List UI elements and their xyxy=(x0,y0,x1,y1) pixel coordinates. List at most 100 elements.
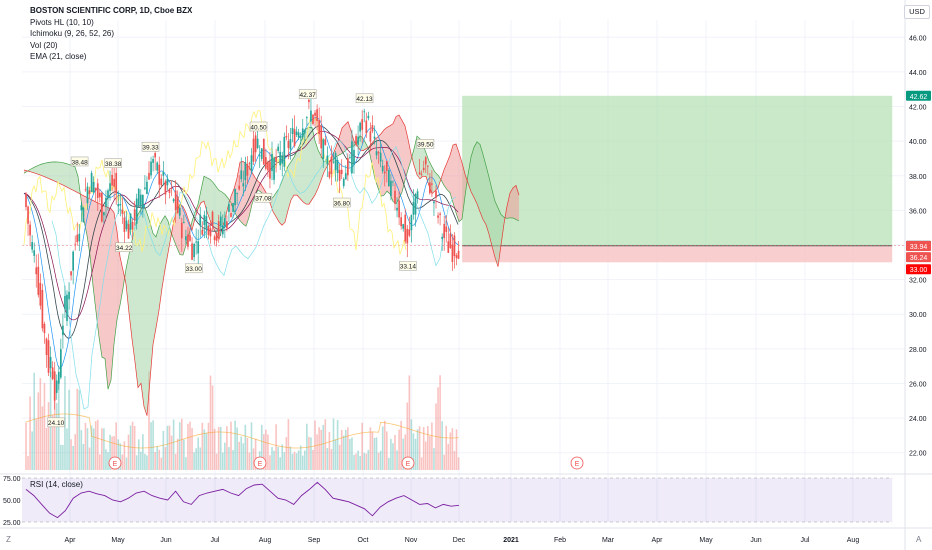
candle-body xyxy=(287,140,290,149)
cloud-segment xyxy=(249,167,252,218)
pivot-label: 42.37 xyxy=(300,92,317,99)
volume-bar xyxy=(326,448,329,470)
volume-bar xyxy=(449,432,452,470)
candle-body xyxy=(197,241,200,254)
volume-bar xyxy=(215,453,218,470)
candle-body xyxy=(224,218,226,227)
volume-bar xyxy=(224,442,226,470)
cloud-segment xyxy=(483,154,486,225)
volume-bar xyxy=(269,455,271,470)
price-tag-box xyxy=(906,90,931,101)
volume-bar xyxy=(125,457,128,470)
candle-body xyxy=(385,161,388,171)
candle-body xyxy=(373,136,376,139)
candle-body xyxy=(80,205,83,211)
cloud-segment xyxy=(315,140,318,196)
candle-body xyxy=(226,221,228,229)
cloud-segment xyxy=(453,144,456,213)
volume-bar xyxy=(226,426,228,470)
cloud-segment xyxy=(456,144,459,222)
cloud-segment xyxy=(66,163,69,189)
candle-body xyxy=(117,204,120,207)
candle-body xyxy=(367,115,370,119)
candle-body xyxy=(291,127,294,135)
candle-body xyxy=(221,225,224,235)
rsi-band xyxy=(22,478,893,522)
candle-body xyxy=(275,156,277,162)
volume-bar xyxy=(76,388,79,470)
cloud-segment xyxy=(288,161,291,211)
volume-bar xyxy=(398,429,400,470)
pivot-label: 38.38 xyxy=(105,161,122,168)
candle-body xyxy=(37,266,40,295)
cloud-segment xyxy=(87,197,90,256)
cloud-segment xyxy=(120,256,123,306)
candle-body xyxy=(308,99,310,103)
volume-bar xyxy=(62,444,64,470)
cloud-segment xyxy=(396,114,399,204)
volume-bar xyxy=(176,438,179,470)
volume-bar xyxy=(211,385,214,470)
candle-body xyxy=(316,109,318,122)
time-tick: Apr xyxy=(652,537,664,544)
candle-body xyxy=(295,131,298,136)
volume-bar xyxy=(306,423,308,470)
indicator-ema[interactable]: EMA (21, close) xyxy=(30,52,87,61)
indicator-ichimoku[interactable]: Ichimoku (9, 26, 52, 26) xyxy=(30,29,115,38)
pivot-label: 34.22 xyxy=(116,245,133,252)
candle-body xyxy=(203,214,206,225)
candle-body xyxy=(250,155,253,171)
volume-bar xyxy=(289,446,292,470)
pivot-label: 33.00 xyxy=(186,266,203,273)
volume-bar xyxy=(96,419,99,470)
cloud-segment xyxy=(273,192,276,217)
candle-body xyxy=(455,255,458,259)
candle-body xyxy=(150,161,152,176)
pivot-label-box xyxy=(298,89,317,99)
candle-body xyxy=(412,201,415,215)
volume-bar xyxy=(265,429,267,470)
zoom-z-button[interactable]: Z xyxy=(6,535,11,544)
symbol-title[interactable]: BOSTON SCIENTIFIC CORP, 1D, Cboe BZX xyxy=(30,6,193,15)
price-tick: 46.00 xyxy=(909,35,927,42)
candle-body xyxy=(322,139,325,160)
earnings-marker xyxy=(401,456,415,470)
volume-bar xyxy=(445,425,448,470)
candle-body xyxy=(164,181,167,195)
volume-bar xyxy=(422,427,425,470)
candle-body xyxy=(324,139,327,145)
candle-body xyxy=(191,243,193,260)
candle-body xyxy=(365,120,368,134)
indicator-volume[interactable]: Vol (20) xyxy=(30,40,58,50)
price-tick: 22.00 xyxy=(909,451,927,458)
candle-body xyxy=(152,158,154,163)
rsi-label[interactable]: RSI (14, close) xyxy=(30,480,83,489)
volume-bar xyxy=(275,424,277,470)
volume-bar xyxy=(94,421,97,470)
candle-body xyxy=(35,267,38,275)
indicator-pivots[interactable]: Pivots HL (10, 10) xyxy=(30,17,94,27)
candle-body xyxy=(312,114,314,124)
cloud-segment xyxy=(111,208,114,381)
volume-bar xyxy=(156,446,158,470)
candle-body xyxy=(400,217,402,227)
candle-body xyxy=(340,169,343,175)
volume-bar xyxy=(51,414,54,470)
volume-bar xyxy=(158,449,161,470)
candle-body xyxy=(135,198,138,224)
volume-bar xyxy=(228,447,230,470)
volume-bar xyxy=(230,421,232,470)
candle-body xyxy=(43,323,46,334)
cloud-segment xyxy=(72,165,75,192)
volume-bar xyxy=(29,396,31,470)
volume-bar xyxy=(213,428,216,470)
volume-bar xyxy=(349,439,351,470)
pivot-label-box xyxy=(254,192,273,203)
time-tick: Jul xyxy=(801,537,810,544)
pivot-label: 33.14 xyxy=(400,264,417,271)
currency-button[interactable]: USD xyxy=(904,5,930,19)
volume-bar xyxy=(304,450,306,470)
auto-scale-button[interactable]: A xyxy=(916,535,922,544)
